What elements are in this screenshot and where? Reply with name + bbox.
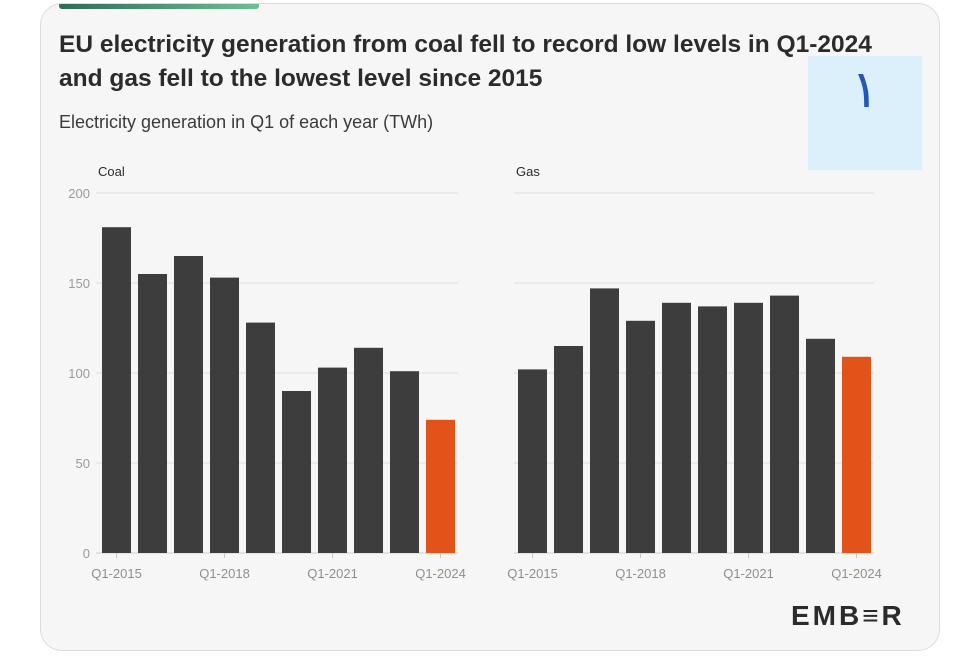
coal-x-tick-label: Q1-2021	[307, 566, 358, 581]
y-tick-label: 100	[68, 366, 90, 381]
y-tick-label: 0	[83, 546, 90, 561]
coal-x-tick-label: Q1-2018	[199, 566, 250, 581]
gas-bar-q1-2022	[770, 295, 799, 553]
coal-bar-q1-2024	[426, 419, 455, 553]
coal-bar-q1-2016	[138, 274, 167, 553]
gas-x-tick-label: Q1-2015	[507, 566, 558, 581]
gas-bar-q1-2023	[806, 338, 835, 553]
coal-bar-q1-2018	[210, 277, 239, 553]
ember-logo: EMB≡R	[791, 600, 905, 631]
coal-x-tick-label: Q1-2015	[91, 566, 142, 581]
overlay-glyph: ١	[851, 60, 879, 120]
coal-bar-q1-2023	[390, 371, 419, 553]
gas-bar-q1-2016	[554, 346, 583, 553]
gas-bar-q1-2018	[626, 320, 655, 553]
gas-bar-q1-2019	[662, 302, 691, 553]
coal-bar-q1-2022	[354, 347, 383, 553]
gas-x-tick-label: Q1-2024	[831, 566, 882, 581]
coal-bar-q1-2020	[282, 391, 311, 553]
gas-bar-q1-2020	[698, 306, 727, 553]
gas-panel-title: Gas	[516, 164, 540, 179]
coal-bar-q1-2017	[174, 256, 203, 553]
coal-x-tick-label: Q1-2024	[415, 566, 466, 581]
y-tick-label: 200	[68, 186, 90, 201]
chart-subtitle: Electricity generation in Q1 of each yea…	[59, 112, 434, 132]
y-tick-label: 150	[68, 276, 90, 291]
chart-title: EU electricity generation from coal fell…	[59, 31, 872, 92]
coal-bar-q1-2015	[102, 227, 131, 553]
coal-bar-q1-2019	[246, 322, 275, 553]
gas-x-tick-label: Q1-2021	[723, 566, 774, 581]
gas-bar-q1-2024	[842, 356, 871, 553]
coal-bar-q1-2021	[318, 367, 347, 553]
gas-x-tick-label: Q1-2018	[615, 566, 666, 581]
gas-bar-q1-2017	[590, 288, 619, 553]
gas-bar-q1-2015	[518, 369, 547, 553]
y-tick-label: 50	[76, 456, 90, 471]
overlay-annotation-box: ١	[808, 56, 922, 170]
gas-bar-q1-2021	[734, 302, 763, 553]
coal-panel-title: Coal	[98, 164, 125, 179]
accent-bar	[59, 4, 259, 9]
